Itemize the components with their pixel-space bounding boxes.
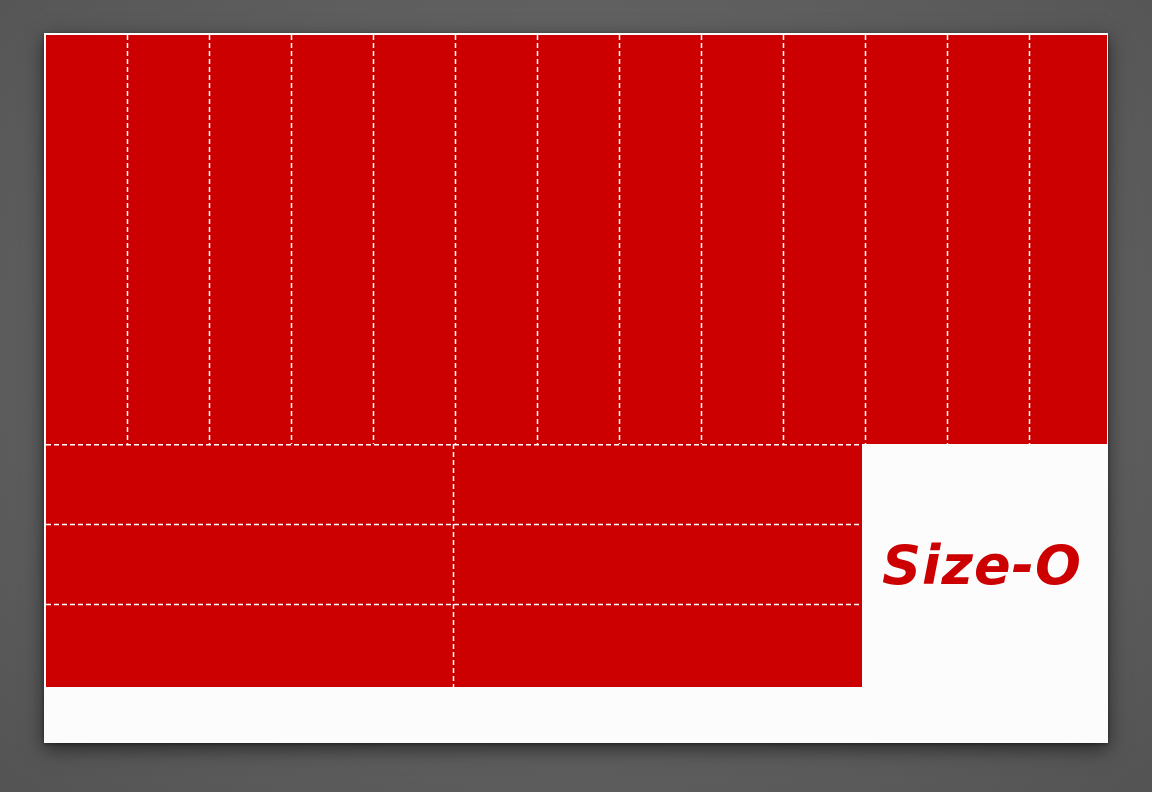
strips-fill	[46, 35, 1107, 444]
label-area: Size-O	[862, 444, 1106, 687]
paper-sheet: Size-O	[44, 33, 1108, 743]
horizontal-bands-block	[46, 444, 862, 687]
vertical-strips-block	[46, 35, 1107, 444]
size-label: Size-O	[882, 534, 1082, 597]
